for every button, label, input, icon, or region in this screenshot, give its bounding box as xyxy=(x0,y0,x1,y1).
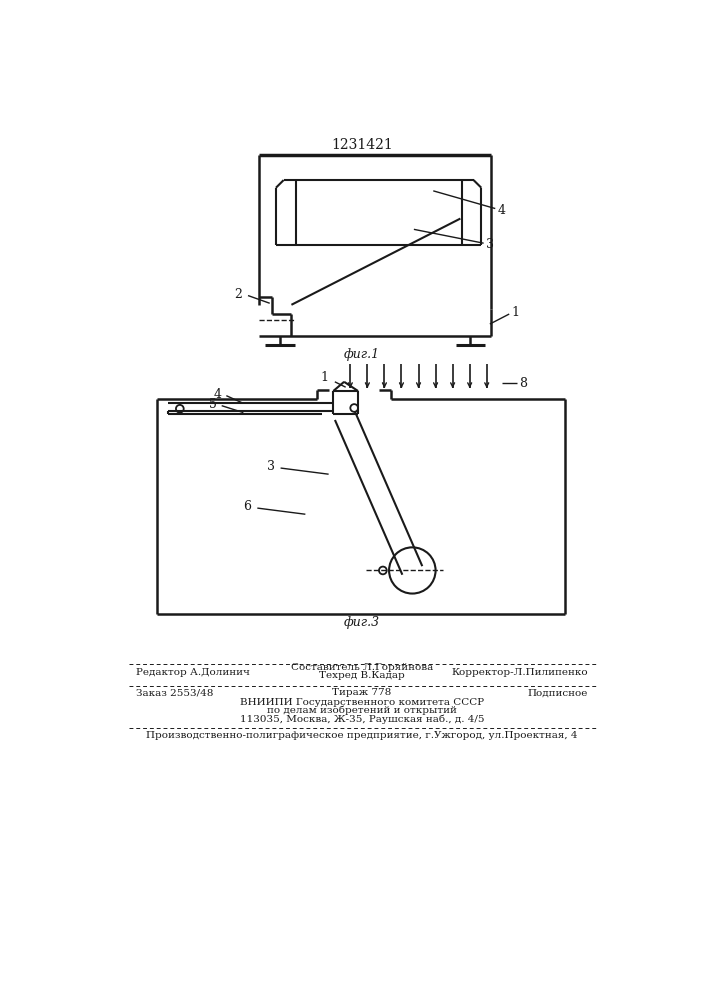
Text: 4: 4 xyxy=(498,204,506,217)
Text: Производственно-полиграфическое предприятие, г.Ужгород, ул.Проектная, 4: Производственно-полиграфическое предприя… xyxy=(146,732,578,740)
Text: 8: 8 xyxy=(519,377,527,390)
Text: 1: 1 xyxy=(321,371,329,384)
Text: 2: 2 xyxy=(234,288,242,301)
Text: 6: 6 xyxy=(243,500,252,513)
Text: фиг.1: фиг.1 xyxy=(344,348,380,361)
Text: 1231421: 1231421 xyxy=(331,138,393,152)
Text: Техред В.Кадар: Техред В.Кадар xyxy=(319,671,405,680)
Text: фиг.3: фиг.3 xyxy=(344,616,380,629)
Text: ВНИИПИ Государственного комитета СССР: ВНИИПИ Государственного комитета СССР xyxy=(240,698,484,707)
Text: Заказ 2553/48: Заказ 2553/48 xyxy=(136,688,214,697)
Text: 4: 4 xyxy=(213,388,221,401)
Text: Тираж 778: Тираж 778 xyxy=(332,688,392,697)
Text: 1: 1 xyxy=(512,306,520,319)
Text: 5: 5 xyxy=(209,398,216,411)
Text: 3: 3 xyxy=(486,238,494,251)
Text: Редактор А.Долинич: Редактор А.Долинич xyxy=(136,668,250,677)
Text: 3: 3 xyxy=(267,460,274,473)
Text: 113035, Москва, Ж-35, Раушская наб., д. 4/5: 113035, Москва, Ж-35, Раушская наб., д. … xyxy=(240,714,484,724)
Text: Подписное: Подписное xyxy=(528,688,588,697)
Text: Корректор-Л.Пилипенко: Корректор-Л.Пилипенко xyxy=(452,668,588,677)
Text: Составитель Л.Горяйнова: Составитель Л.Горяйнова xyxy=(291,663,433,672)
Text: по делам изобретений и открытий: по делам изобретений и открытий xyxy=(267,706,457,715)
